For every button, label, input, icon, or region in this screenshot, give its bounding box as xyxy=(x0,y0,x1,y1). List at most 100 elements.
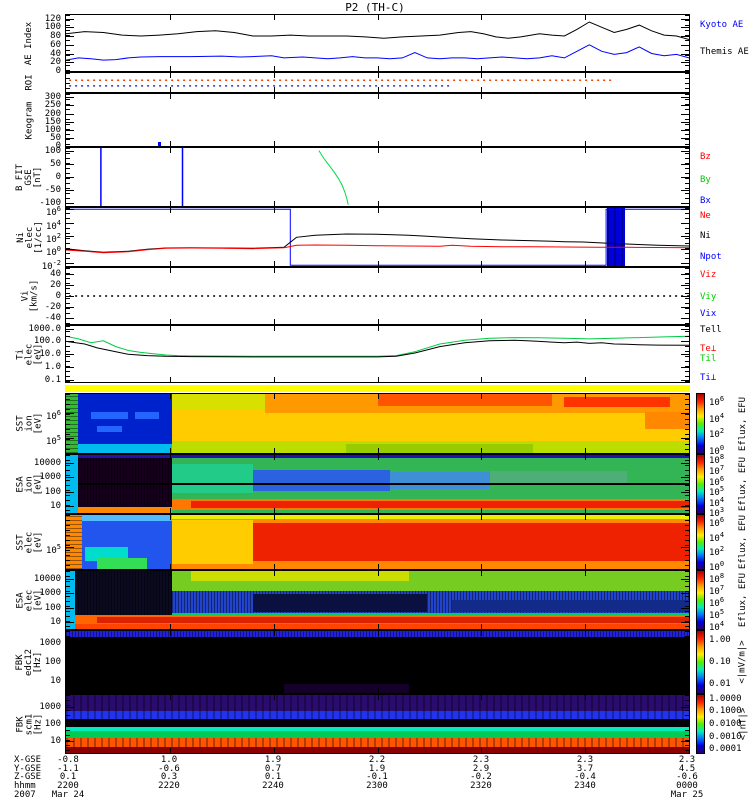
x-tick xyxy=(273,201,275,206)
x-tick xyxy=(273,208,275,213)
y-tick-mark xyxy=(66,706,74,708)
y-tick-mark xyxy=(681,62,689,64)
panel-ae-index xyxy=(65,14,690,72)
y-tick-mark xyxy=(681,249,689,251)
x-tick xyxy=(585,94,587,99)
y-tick-mark xyxy=(66,137,74,139)
y-tick-mark xyxy=(66,328,74,330)
tick-strip-left xyxy=(66,515,70,569)
spectrogram-region xyxy=(645,411,689,430)
y-tick-mark xyxy=(681,18,689,20)
x-axis-value: -0.6 xyxy=(676,772,698,782)
spectrogram-region xyxy=(97,426,123,433)
x-tick xyxy=(273,748,275,753)
x-tick xyxy=(481,688,483,693)
x-tick xyxy=(169,688,171,693)
x-tick xyxy=(585,377,587,382)
colorbar-unit-label: Eflux, EFU xyxy=(736,570,750,630)
right-series-label: Npot xyxy=(700,251,722,262)
y-tick-label: 105 xyxy=(45,434,61,448)
spectrogram-region xyxy=(66,730,689,738)
colorbar-tick-label: 1.00 xyxy=(709,634,731,645)
x-tick xyxy=(585,73,587,78)
y-tick-label: 100.0 xyxy=(33,336,61,347)
y-tick-label: 10 xyxy=(50,675,61,686)
y-tick-mark xyxy=(66,273,74,275)
y-tick-mark xyxy=(66,506,74,508)
left-axis-label: ROI xyxy=(0,72,64,93)
x-tick xyxy=(377,66,379,71)
x-tick xyxy=(481,508,483,513)
x-axis-value: 1.9 xyxy=(264,755,282,765)
colorbar-tick-label: 106 xyxy=(709,395,725,409)
y-tick-mark xyxy=(66,607,74,609)
y-tick-mark xyxy=(681,643,689,645)
panel-roi xyxy=(65,72,690,93)
y-tick-mark xyxy=(681,328,689,330)
x-tick xyxy=(481,455,483,460)
x-tick xyxy=(481,15,483,20)
x-tick xyxy=(169,208,171,213)
spectrogram-region xyxy=(78,458,172,513)
spectrogram-region xyxy=(284,683,409,693)
panel-ti-te xyxy=(65,325,690,383)
x-tick xyxy=(377,695,379,700)
y-tick-mark xyxy=(66,129,74,131)
x-tick xyxy=(169,261,171,266)
spectrogram-region xyxy=(252,469,390,491)
x-axis-value: 4.5 xyxy=(678,764,696,774)
y-tick-label: 1000 xyxy=(39,638,61,649)
y-tick-label: 10000 xyxy=(33,457,61,468)
x-tick xyxy=(481,94,483,99)
colorbar-tick-label: 106 xyxy=(709,474,725,488)
x-tick xyxy=(169,201,171,206)
x-tick xyxy=(377,564,379,569)
y-tick-label: 1000 xyxy=(39,588,61,599)
left-axis-label-text: Keogram xyxy=(24,101,35,139)
right-series-label: Viz xyxy=(700,270,717,281)
x-tick xyxy=(481,268,483,273)
x-tick xyxy=(585,141,587,146)
colorbar-tick-label: 104 xyxy=(709,496,725,510)
series-layer xyxy=(66,208,689,266)
y-tick-label: 102 xyxy=(45,232,61,245)
y-tick-label: 100 xyxy=(44,486,61,497)
y-tick-label: 105 xyxy=(45,543,61,557)
spectrogram-region xyxy=(84,547,129,561)
colorbar-tick-label: 0.01 xyxy=(709,679,731,690)
x-tick xyxy=(377,141,379,146)
x-tick xyxy=(377,268,379,273)
spectrogram-region xyxy=(66,727,689,731)
spectrogram-region xyxy=(66,719,689,728)
y-tick-mark xyxy=(66,27,74,29)
x-tick xyxy=(169,624,171,629)
tick-strip-left xyxy=(66,326,70,382)
left-axis-label: ESA ion [eV] xyxy=(0,454,64,514)
x-axis-value: 1.0 xyxy=(160,755,178,765)
x-tick xyxy=(481,261,483,266)
spectrogram-region xyxy=(252,594,428,612)
x-axis-date-label: Mar 25 xyxy=(670,790,704,800)
tick-strip-left xyxy=(66,208,70,266)
y-tick-mark xyxy=(66,547,74,549)
panel-esa-elec xyxy=(65,570,690,630)
left-axis-label-text: ESA elec [eV] xyxy=(15,589,44,611)
y-tick-mark xyxy=(681,318,689,320)
x-axis-value: 2.3 xyxy=(576,755,594,765)
series-line-ti xyxy=(66,339,689,358)
y-tick-mark xyxy=(66,307,74,309)
colorbar-unit-label: <|nT|> xyxy=(736,694,750,754)
y-tick-mark xyxy=(681,236,689,237)
x-tick xyxy=(273,624,275,629)
y-tick-label: 1.0 xyxy=(44,362,61,373)
y-tick-label: 60 xyxy=(50,39,61,50)
y-tick-label: 100 xyxy=(44,602,61,613)
y-tick-mark xyxy=(66,121,74,123)
y-tick-mark xyxy=(681,354,689,356)
y-tick-mark xyxy=(66,662,74,663)
colorbar-tick-label: 104 xyxy=(709,620,725,633)
panel-sst-elec xyxy=(65,514,690,570)
spectrogram-region xyxy=(157,142,162,146)
tick-strip-right xyxy=(685,73,689,92)
right-series-label: Til xyxy=(700,354,717,365)
